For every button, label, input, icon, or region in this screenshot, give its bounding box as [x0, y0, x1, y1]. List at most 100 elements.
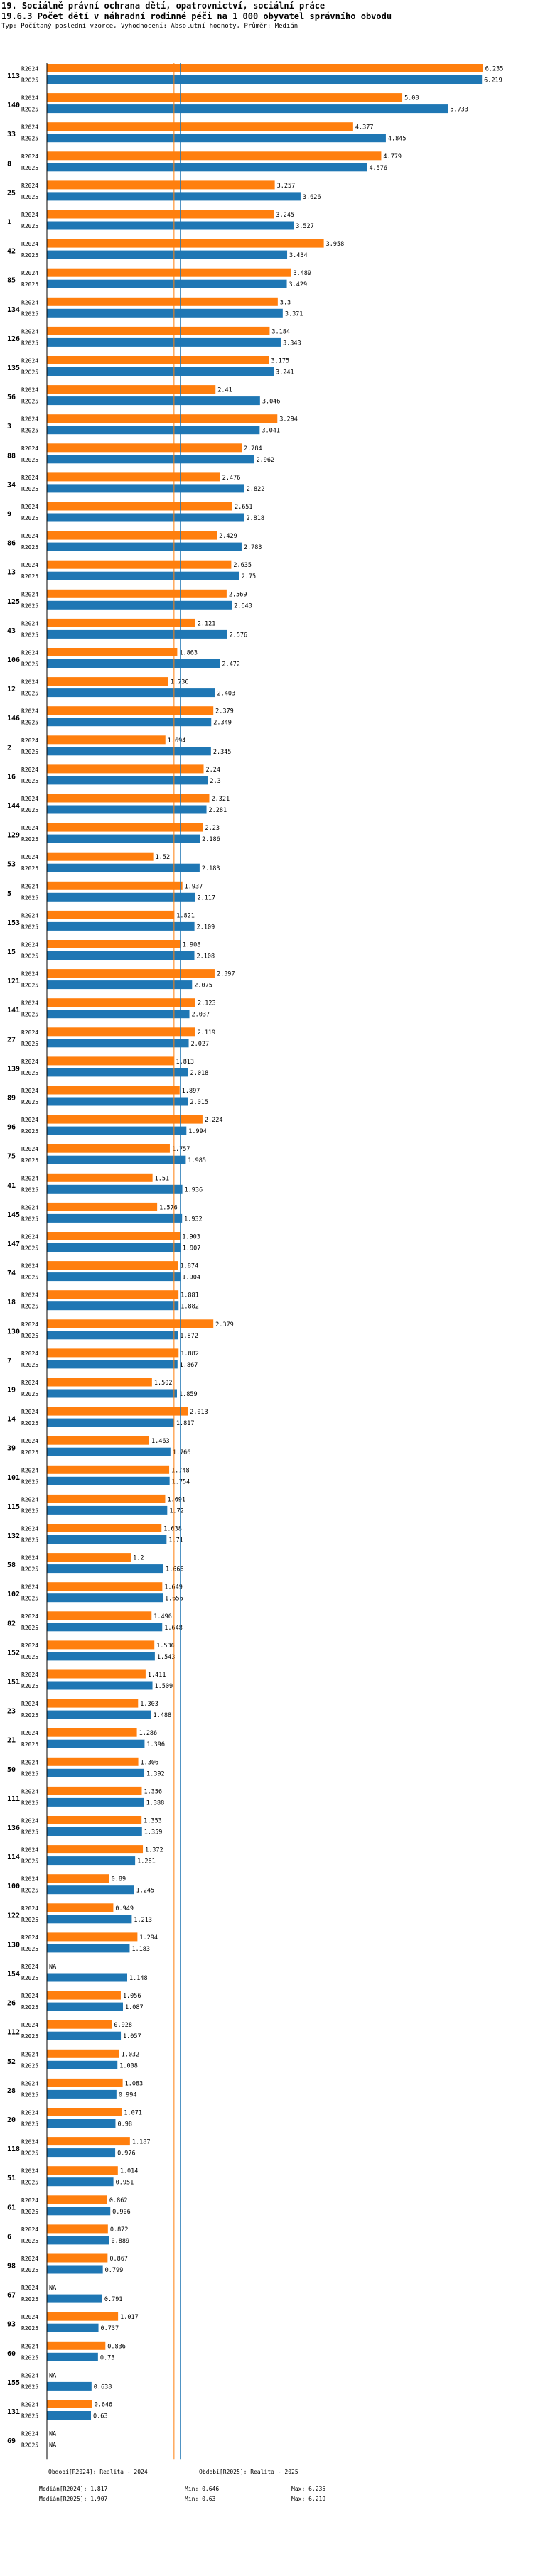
value-label-2024: 3.958 — [326, 241, 345, 248]
na-label: NA — [49, 1964, 56, 1971]
bar-2024 — [47, 122, 353, 131]
value-label-2025: 1.488 — [153, 1712, 171, 1719]
bar-2024 — [47, 706, 214, 715]
category-label: 136 — [7, 1824, 20, 1832]
bar-2025 — [47, 367, 274, 376]
category-label: 33 — [7, 131, 16, 139]
category-label: 67 — [7, 2292, 16, 2300]
bar-2024 — [47, 1553, 131, 1562]
category-label: 144 — [7, 803, 20, 811]
series-label-2024: R2024 — [21, 825, 38, 831]
bar-2025 — [47, 863, 200, 872]
category-label: 154 — [7, 1971, 20, 1979]
value-label-2024: 1.356 — [144, 1788, 162, 1795]
category-label: 139 — [7, 1065, 20, 1073]
bar-2024 — [47, 735, 166, 745]
series-label-2024: R2024 — [21, 1204, 38, 1211]
category-label: 86 — [7, 540, 16, 548]
bar-2025 — [47, 221, 294, 230]
value-label-2025: 2.403 — [217, 691, 236, 698]
bar-2025 — [47, 1593, 163, 1603]
value-label-2025: 1.396 — [146, 1741, 165, 1748]
bar-2025 — [47, 308, 283, 318]
value-label-2024: 3.184 — [271, 328, 290, 335]
bar-2025 — [47, 1885, 134, 1895]
category-label: 125 — [7, 598, 20, 606]
series-label-2025: R2025 — [21, 1304, 38, 1310]
value-label-2024: 2.397 — [217, 971, 235, 978]
series-label-2024: R2024 — [21, 1905, 38, 1912]
value-label-2024: 2.41 — [217, 387, 232, 394]
value-label-2024: 1.502 — [154, 1380, 173, 1387]
bar-2025 — [47, 163, 367, 172]
series-label-2025: R2025 — [21, 165, 38, 171]
series-label-2025: R2025 — [21, 2121, 38, 2128]
bar-2024 — [47, 910, 175, 919]
series-label-2024: R2024 — [21, 241, 38, 247]
series-label-2024: R2024 — [21, 2226, 38, 2233]
value-label-2025: 0.638 — [94, 2383, 112, 2391]
bar-2025 — [47, 2236, 109, 2245]
series-label-2025: R2025 — [21, 1537, 38, 1544]
value-label-2024: 3.294 — [279, 416, 298, 423]
value-label-2025: 0.976 — [117, 2150, 136, 2158]
value-label-2025: 1.72 — [169, 1508, 183, 1515]
value-label-2024: 4.779 — [383, 153, 402, 161]
series-label-2024: R2024 — [21, 796, 38, 802]
value-label-2024: 1.2 — [133, 1555, 144, 1562]
series-label-2024: R2024 — [21, 2139, 38, 2145]
series-label-2024: R2024 — [21, 591, 38, 597]
series-label-2025: R2025 — [21, 661, 38, 668]
series-label-2025: R2025 — [21, 2004, 38, 2011]
series-label-2025: R2025 — [21, 1128, 38, 1135]
value-label-2024: 2.123 — [198, 1000, 216, 1007]
category-label: 28 — [7, 2087, 16, 2095]
category-label: 129 — [7, 832, 20, 840]
value-label-2025: 1.148 — [129, 1975, 148, 1982]
bar-2024 — [47, 1932, 138, 1942]
series-label-2025: R2025 — [21, 2209, 38, 2215]
value-label-2025: 1.766 — [173, 1449, 191, 1456]
series-label-2025: R2025 — [21, 778, 38, 784]
value-label-2025: 0.889 — [112, 2238, 130, 2245]
series-label-2025: R2025 — [21, 1888, 38, 1894]
chart-type-note: Typ: Počítaný poslední vzorce, Vyhodnoce… — [1, 23, 298, 30]
bar-2024 — [47, 998, 195, 1007]
series-label-2024: R2024 — [21, 2197, 38, 2204]
bar-2025 — [47, 1652, 155, 1661]
value-label-2025: 1.904 — [182, 1275, 200, 1282]
category-label: 134 — [7, 306, 20, 314]
bar-2025 — [47, 1768, 145, 1777]
series-label-2025: R2025 — [21, 2033, 38, 2040]
series-label-2024: R2024 — [21, 737, 38, 744]
value-label-2025: 0.951 — [116, 2180, 134, 2187]
value-label-2024: 1.691 — [167, 1496, 185, 1503]
bar-2024 — [47, 1056, 174, 1066]
category-label: 131 — [7, 2408, 20, 2416]
category-label: 1 — [7, 219, 11, 227]
bar-2024 — [47, 326, 270, 335]
value-label-2024: 1.306 — [141, 1759, 159, 1766]
category-label: 15 — [7, 948, 16, 956]
value-label-2025: 2.037 — [192, 1012, 210, 1019]
bar-2024 — [47, 1494, 166, 1503]
value-label-2025: 1.261 — [137, 1858, 156, 1866]
value-label-2025: 1.666 — [166, 1566, 184, 1574]
bar-2024 — [47, 210, 274, 219]
category-label: 58 — [7, 1562, 16, 1569]
series-label-2025: R2025 — [21, 1654, 38, 1660]
series-label-2025: R2025 — [21, 632, 38, 638]
category-label: 74 — [7, 1270, 16, 1277]
bar-2025 — [47, 1126, 187, 1135]
bar-2024 — [47, 2224, 108, 2234]
category-label: 34 — [7, 481, 16, 489]
value-label-2025: 2.962 — [257, 457, 275, 464]
category-label: 50 — [7, 1766, 16, 1774]
value-label-2025: 3.343 — [283, 340, 301, 347]
bar-2025 — [47, 1505, 168, 1515]
series-label-2025: R2025 — [21, 836, 38, 843]
series-label-2024: R2024 — [21, 2051, 38, 2057]
bar-2024 — [47, 969, 215, 978]
series-label-2025: R2025 — [21, 1741, 38, 1748]
bar-2025 — [47, 659, 220, 668]
